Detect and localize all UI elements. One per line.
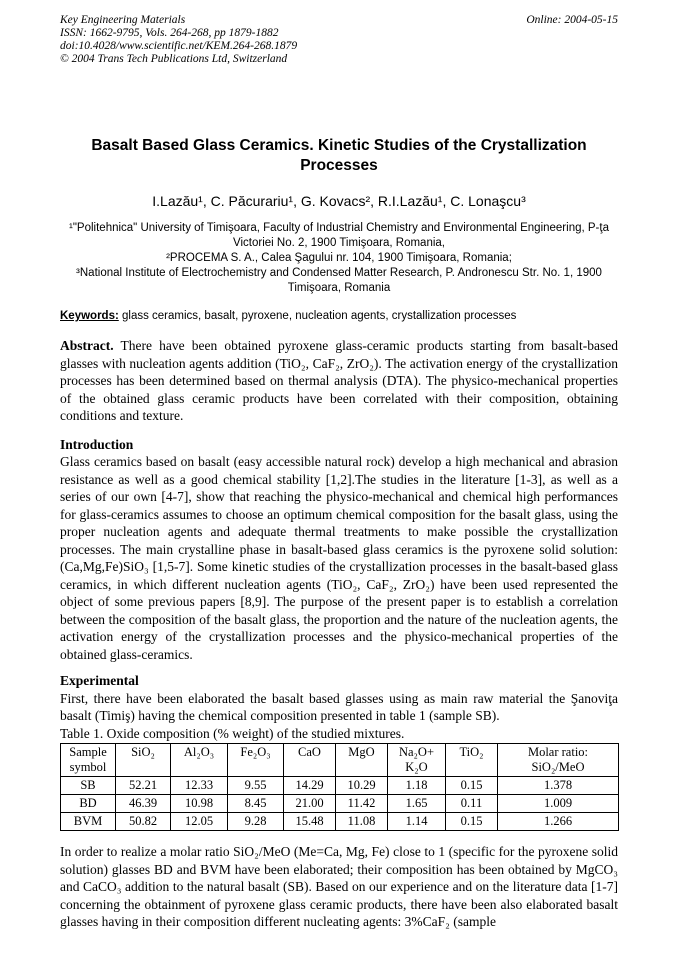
- table-header-cell: MgO: [335, 743, 388, 777]
- table-header-cell: Na₂O+ K₂O: [387, 743, 446, 777]
- table-cell: 50.82: [115, 812, 171, 831]
- table-header-cell: Molar ratio: SiO₂/MeO: [497, 743, 619, 777]
- issn-line: ISSN: 1662-9795, Vols. 264-268, pp 1879-…: [60, 27, 279, 39]
- table-cell: 1.14: [387, 812, 446, 831]
- table-cell: 1.18: [387, 776, 446, 795]
- doi-line: doi:10.4028/www.scientific.net/KEM.264-2…: [60, 40, 298, 52]
- table-cell: 12.05: [170, 812, 228, 831]
- affiliation-2: ²PROCEMA S. A., Calea Şagului nr. 104, 1…: [166, 252, 512, 264]
- table-cell: 10.98: [170, 794, 228, 813]
- keywords-text: glass ceramics, basalt, pyroxene, nuclea…: [118, 310, 517, 322]
- table-cell: 0.15: [445, 776, 498, 795]
- experimental-heading: Experimental: [60, 673, 139, 688]
- table-cell: 1.378: [497, 776, 619, 795]
- table-cell: 15.48: [283, 812, 336, 831]
- table-cell: SB: [60, 776, 116, 795]
- table-row: BD 46.39 10.98 8.45 21.00 11.42 1.65 0.1…: [60, 794, 619, 813]
- journal-header: Key Engineering Materials ISSN: 1662-979…: [60, 14, 618, 66]
- table-header-cell: TiO₂: [445, 743, 498, 777]
- table-header-cell: Fe₂O₃: [227, 743, 284, 777]
- table-caption: Table 1. Oxide composition (% weight) of…: [60, 725, 405, 741]
- table-header-cell: CaO: [283, 743, 336, 777]
- table-header-cell: SiO₂: [115, 743, 171, 777]
- table-row: SB 52.21 12.33 9.55 14.29 10.29 1.18 0.1…: [60, 776, 619, 795]
- introduction-paragraph: Glass ceramics based on basalt (easy acc…: [60, 454, 618, 662]
- table-header-cell: Al₂O₃: [170, 743, 228, 777]
- authors-line: I.Lazău¹, C. Păcurariu¹, G. Kovacs², R.I…: [152, 193, 526, 209]
- table-cell: 1.009: [497, 794, 619, 813]
- experimental-paragraph: First, there have been elaborated the ba…: [60, 690, 618, 724]
- affiliation-1: ¹"Politehnica" University of Timişoara, …: [69, 222, 609, 249]
- table-cell: 11.42: [335, 794, 388, 813]
- table-cell: 1.266: [497, 812, 619, 831]
- paper-title: Basalt Based Glass Ceramics. Kinetic Stu…: [91, 137, 587, 174]
- table-cell: 46.39: [115, 794, 171, 813]
- table-cell: 21.00: [283, 794, 336, 813]
- affiliation-3: ³National Institute of Electrochemistry …: [76, 267, 602, 294]
- affiliations: ¹"Politehnica" University of Timişoara, …: [60, 221, 618, 296]
- journal-header-left: Key Engineering Materials ISSN: 1662-979…: [60, 14, 297, 66]
- table-header-cell: Sample symbol: [60, 743, 116, 777]
- copyright-line: © 2004 Trans Tech Publications Ltd, Swit…: [60, 53, 288, 65]
- table-cell: 10.29: [335, 776, 388, 795]
- abstract-paragraph: Abstract. There have been obtained pyrox…: [60, 337, 618, 425]
- table-cell: 8.45: [227, 794, 284, 813]
- abstract-text: There have been obtained pyroxene glass-…: [60, 338, 618, 423]
- table-cell: 9.55: [227, 776, 284, 795]
- table-cell: 0.15: [445, 812, 498, 831]
- table-cell: 11.08: [335, 812, 388, 831]
- abstract-label: Abstract.: [60, 338, 114, 353]
- table-cell: BVM: [60, 812, 116, 831]
- table-row: BVM 50.82 12.05 9.28 15.48 11.08 1.14 0.…: [60, 812, 619, 831]
- table-cell: 9.28: [227, 812, 284, 831]
- table-header-row: Sample symbol SiO₂ Al₂O₃ Fe₂O₃ CaO MgO N…: [60, 743, 619, 777]
- online-date: Online: 2004-05-15: [526, 14, 618, 26]
- table-cell: 12.33: [170, 776, 228, 795]
- keywords-label: Keywords:: [60, 310, 119, 322]
- table-cell: 1.65: [387, 794, 446, 813]
- keywords-line: Keywords: glass ceramics, basalt, pyroxe…: [60, 309, 618, 324]
- introduction-heading: Introduction: [60, 436, 134, 452]
- table-cell: BD: [60, 794, 116, 813]
- continuation-paragraph: In order to realize a molar ratio SiO₂/M…: [60, 844, 618, 929]
- table-cell: 0.11: [445, 794, 498, 813]
- table-cell: 52.21: [115, 776, 171, 795]
- journal-name: Key Engineering Materials: [60, 14, 186, 26]
- oxide-composition-table: Sample symbol SiO₂ Al₂O₃ Fe₂O₃ CaO MgO N…: [60, 743, 619, 831]
- table-cell: 14.29: [283, 776, 336, 795]
